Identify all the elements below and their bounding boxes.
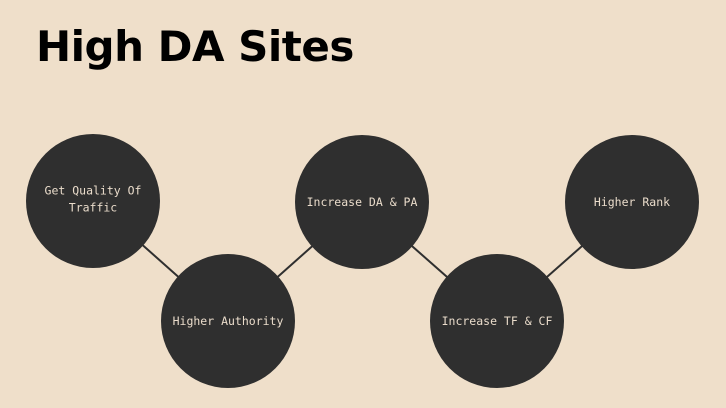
- diagram-node: Increase TF & CF: [430, 254, 564, 388]
- node-label: Higher Authority: [173, 314, 284, 328]
- node-label: Increase DA & PA: [307, 195, 418, 209]
- node-circle: [161, 254, 295, 388]
- node-circle: [295, 135, 429, 269]
- diagram-node: Higher Authority: [161, 254, 295, 388]
- node-label: Get Quality Of: [45, 184, 142, 198]
- diagram-node: Higher Rank: [565, 135, 699, 269]
- node-label: Traffic: [69, 201, 117, 215]
- diagram-node: Get Quality Of Traffic: [26, 134, 160, 268]
- node-label: Higher Rank: [594, 195, 670, 209]
- node-circle: [430, 254, 564, 388]
- page-title: High DA Sites: [36, 22, 354, 71]
- node-label: Increase TF & CF: [442, 314, 553, 328]
- diagram-node: Increase DA & PA: [295, 135, 429, 269]
- node-circle: [26, 134, 160, 268]
- node-circle: [565, 135, 699, 269]
